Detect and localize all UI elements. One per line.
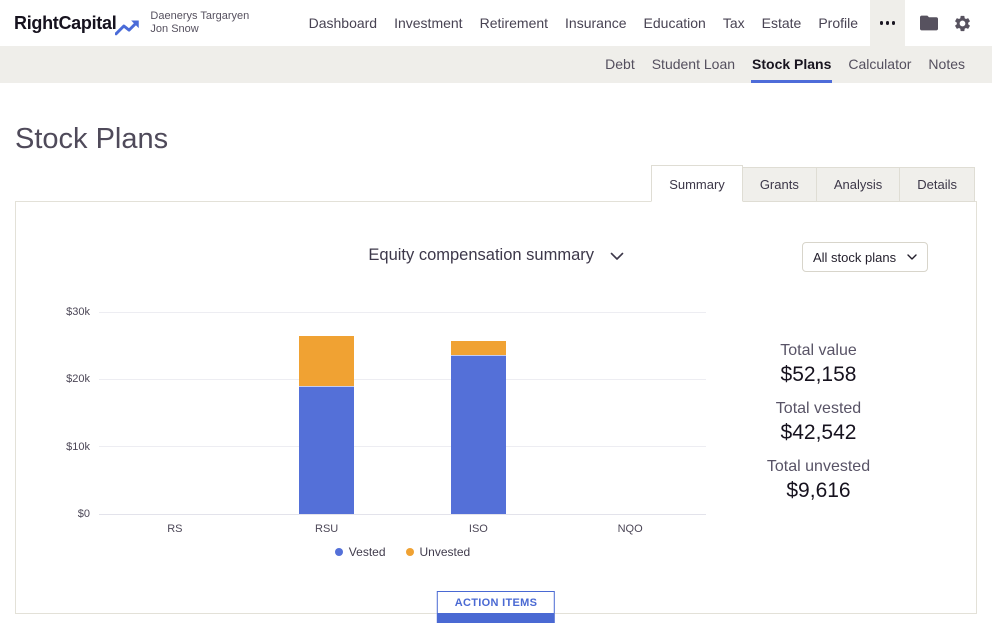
tab-summary[interactable]: Summary (651, 165, 743, 202)
nav-item-retirement[interactable]: Retirement (479, 15, 549, 31)
legend-label-vested: Vested (348, 545, 386, 559)
client-name-secondary: Jon Snow (150, 23, 199, 35)
x-axis-tick-label: ISO (468, 523, 488, 535)
subnav-item-calculator[interactable]: Calculator (848, 56, 912, 72)
tab-analysis[interactable]: Analysis (815, 167, 901, 202)
stock-plan-filter-select[interactable]: All stock plans (802, 242, 928, 272)
subnav-item-stock-plans[interactable]: Stock Plans (751, 46, 833, 83)
bar-rsu[interactable] (299, 335, 355, 514)
nav-item-education[interactable]: Education (643, 15, 706, 31)
legend-label-unvested: Unvested (419, 545, 471, 559)
ellipsis-icon (891, 21, 896, 25)
y-axis-tick-label: $30k (66, 306, 90, 318)
settings-button[interactable] (953, 14, 972, 33)
totals-panel: Total value $52,158 Total vested $42,542… (711, 342, 926, 516)
bar-iso[interactable] (450, 341, 506, 514)
stat-label-total-unvested: Total unvested (766, 458, 871, 475)
folder-button[interactable] (919, 14, 939, 32)
gridline (99, 513, 706, 515)
bar-segment-unvested[interactable] (450, 341, 506, 356)
tab-bar: Summary Grants Analysis Details (0, 165, 992, 202)
chevron-down-icon (610, 252, 623, 260)
subnav-item-notes[interactable]: Notes (928, 56, 965, 72)
nav-item-investment[interactable]: Investment (394, 15, 463, 31)
nav-item-insurance[interactable]: Insurance (565, 15, 627, 31)
nav-item-tax[interactable]: Tax (722, 15, 745, 31)
stock-plan-filter-value: All stock plans (813, 249, 897, 265)
bar-segment-unvested[interactable] (299, 335, 355, 387)
x-axis-tick-label: RS (167, 523, 183, 535)
bar-chart: $0 $10k $20k $30k RS RSU ISO NQO (66, 306, 706, 535)
chart-title-text: Equity compensation summary (368, 246, 594, 264)
chart-legend: Vested Unvested (99, 545, 706, 559)
logo[interactable]: RightCapital (0, 10, 140, 37)
folder-icon (920, 15, 938, 31)
chevron-down-icon (907, 254, 917, 260)
subnav-item-debt[interactable]: Debt (605, 56, 635, 72)
chart-title[interactable]: Equity compensation summary (16, 246, 976, 265)
tab-details[interactable]: Details (899, 167, 975, 202)
y-axis-tick-label: $20k (66, 373, 90, 386)
action-items-button[interactable]: ACTION ITEMS (436, 591, 556, 623)
page-title: Stock Plans (15, 123, 169, 155)
top-nav: Dashboard Investment Retirement Insuranc… (309, 15, 858, 31)
tab-grants[interactable]: Grants (741, 167, 817, 202)
y-axis-tick-label: $10k (66, 440, 90, 453)
more-menu-button[interactable] (870, 0, 905, 46)
legend-dot-vested (334, 548, 343, 556)
nav-item-estate[interactable]: Estate (761, 15, 802, 31)
stat-value-total-value: $52,158 (780, 363, 857, 386)
gridline (99, 378, 706, 380)
subnav-item-student-loan[interactable]: Student Loan (651, 56, 736, 72)
gear-icon (955, 15, 970, 31)
ellipsis-icon (879, 21, 884, 25)
nav-item-dashboard[interactable]: Dashboard (308, 15, 378, 31)
stat-value-total-vested: $42,542 (780, 421, 857, 444)
client-names[interactable]: Daenerys Targaryen Jon Snow (150, 10, 249, 36)
x-axis-tick-label: NQO (617, 523, 643, 535)
top-header: RightCapital Daenerys Targaryen Jon Snow… (0, 0, 992, 46)
logo-text: RightCapital (14, 12, 117, 33)
bar-segment-vested[interactable] (450, 355, 506, 514)
stat-value-total-unvested: $9,616 (786, 479, 851, 502)
trending-up-icon (115, 19, 140, 35)
ellipsis-icon (885, 21, 890, 25)
legend-item-vested[interactable]: Vested (334, 545, 386, 559)
x-axis-tick-label: RSU (315, 523, 339, 535)
secondary-nav: Debt Student Loan Stock Plans Calculator… (0, 46, 992, 83)
legend-dot-unvested (405, 548, 414, 556)
stat-label-total-value: Total value (780, 342, 857, 359)
gridline (99, 311, 706, 313)
legend-item-unvested[interactable]: Unvested (405, 545, 471, 559)
y-axis-tick-label: $0 (77, 508, 90, 520)
bar-segment-vested[interactable] (299, 386, 355, 514)
client-name-primary: Daenerys Targaryen (150, 10, 250, 22)
gridline (99, 446, 706, 448)
summary-panel: Equity compensation summary All stock pl… (15, 201, 977, 623)
nav-item-profile[interactable]: Profile (818, 15, 858, 31)
stat-label-total-vested: Total vested (775, 400, 862, 417)
